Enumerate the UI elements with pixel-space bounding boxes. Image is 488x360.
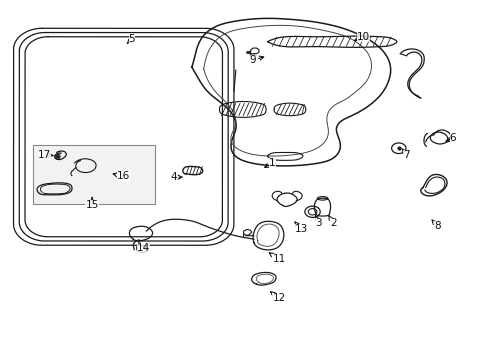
Text: 7: 7 <box>401 149 409 159</box>
Text: 13: 13 <box>294 222 307 234</box>
Text: 10: 10 <box>354 32 369 42</box>
Text: 3: 3 <box>315 216 322 228</box>
Text: 12: 12 <box>270 292 285 303</box>
Text: 6: 6 <box>446 133 455 143</box>
Text: 2: 2 <box>328 216 336 228</box>
Text: 4: 4 <box>170 172 182 182</box>
Text: 1: 1 <box>264 158 275 168</box>
Text: 17: 17 <box>38 150 53 159</box>
Text: 5: 5 <box>127 34 135 44</box>
Text: 16: 16 <box>113 171 130 181</box>
Text: 11: 11 <box>269 253 285 264</box>
Text: 8: 8 <box>431 220 440 231</box>
Text: 9: 9 <box>249 55 263 65</box>
Bar <box>33 145 155 204</box>
Text: 15: 15 <box>85 198 99 210</box>
Text: 14: 14 <box>137 243 150 253</box>
